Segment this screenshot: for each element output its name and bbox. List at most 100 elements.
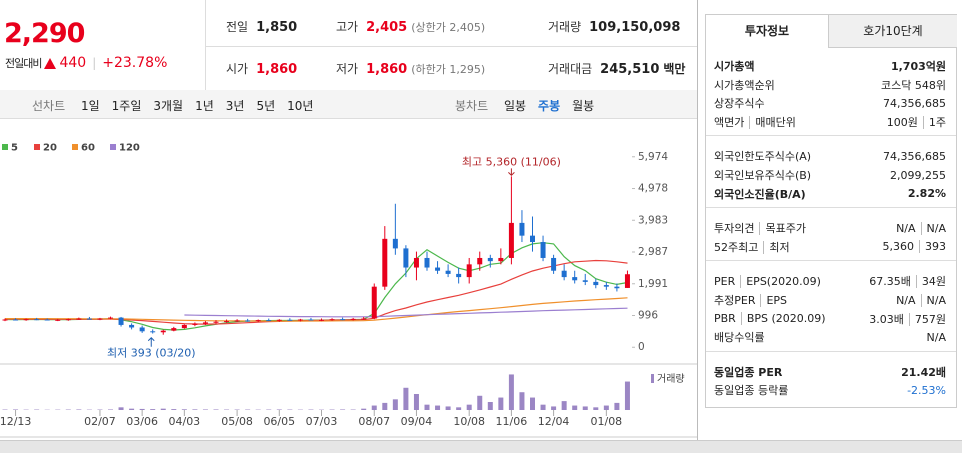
tab[interactable]: 호가10단계	[828, 15, 957, 48]
info-row: 외국인한도주식수(A) 74,356,685	[714, 147, 946, 165]
candle-body	[319, 319, 324, 321]
summary-cell: 고가 2,405 (상한가 2,405)	[336, 18, 485, 35]
change-value: 440	[59, 55, 87, 71]
volume-bar	[540, 404, 546, 410]
candle-body	[171, 328, 177, 331]
candle-body	[477, 257, 483, 265]
y-tick-label: 1,991	[638, 278, 668, 290]
candle-body	[445, 270, 451, 274]
period-button[interactable]: 1일	[80, 99, 100, 113]
volume-bar	[561, 401, 567, 410]
candle-period-button[interactable]: 주봉	[538, 99, 561, 113]
volume-bar	[160, 408, 166, 410]
info-values: -2.53%	[907, 384, 946, 397]
info-values: 1,703억원	[891, 58, 946, 74]
info-values: N/A	[927, 331, 946, 344]
x-tick-label: 06/05	[263, 415, 295, 428]
volume-bar	[413, 394, 419, 410]
volume-bar	[13, 409, 19, 410]
candle-period-button[interactable]: 월봉	[572, 99, 595, 113]
info-label: 최저	[763, 240, 790, 254]
info-value: 34원	[915, 275, 946, 289]
x-tick-label: 02/07	[84, 415, 116, 428]
info-value: 100원	[886, 115, 918, 129]
volume-bar	[129, 408, 135, 410]
info-row: 52주최고 최저 5,360 393	[714, 238, 946, 256]
candle-body	[508, 222, 514, 258]
change-label: 전일대비	[5, 57, 42, 70]
high-arrow	[508, 168, 515, 177]
candle-body	[13, 319, 19, 321]
legend-label: 20	[43, 143, 57, 154]
candle-body	[361, 318, 367, 320]
change-pct: +23.78%	[102, 55, 168, 71]
info-row: PER EPS(2020.09) 67.35배 34원	[714, 272, 946, 290]
summary-label: 고가	[336, 20, 359, 34]
info-panel: 투자정보 호가10단계 시가총액 1,703억원 시가총액순위 코스닥 548위 상장주식수…	[705, 14, 957, 408]
info-label: 투자의견	[714, 222, 755, 236]
volume-bar	[340, 409, 346, 410]
info-value: 5,360	[882, 240, 915, 254]
y-tick-label: 5,974	[638, 151, 668, 163]
volume-bar	[498, 397, 504, 410]
candle-body	[213, 321, 219, 323]
candle-body	[55, 319, 61, 321]
info-labels: 상장주식수	[714, 95, 765, 111]
candle-body	[181, 324, 187, 329]
candle-body	[392, 238, 398, 249]
volume-bar	[477, 395, 483, 410]
candle-body	[487, 257, 493, 262]
candle-body	[530, 235, 535, 243]
tab[interactable]: 투자정보	[706, 15, 828, 47]
info-values: 코스닥 548위	[881, 77, 946, 93]
candle-body	[34, 319, 40, 321]
volume-bar	[202, 409, 208, 410]
candle-body	[340, 319, 346, 321]
summary-value: 1,860	[256, 62, 298, 77]
volume-bar	[435, 405, 441, 410]
period-button[interactable]: 5년	[256, 99, 276, 113]
candle-body	[86, 318, 92, 320]
period-button[interactable]: 3개월	[153, 99, 184, 113]
candle-body	[23, 319, 29, 321]
volume-bar	[624, 381, 630, 410]
candle-period-button[interactable]: 일봉	[503, 99, 527, 113]
x-tick-label: 05/08	[221, 415, 253, 428]
volume-label: 거래량	[657, 373, 685, 385]
info-labels: 시가총액순위	[714, 77, 775, 93]
summary-label: 전일	[226, 20, 249, 34]
info-value: 1주	[922, 115, 946, 129]
period-button[interactable]: 1주일	[111, 99, 142, 113]
candle-body	[76, 318, 82, 320]
separator: |	[92, 56, 97, 70]
candle-body	[540, 242, 546, 258]
moving-average-line	[5, 259, 628, 325]
period-button[interactable]: 10년	[287, 99, 314, 113]
scrollbar	[0, 440, 962, 453]
info-label: 배당수익률	[714, 331, 765, 345]
group-divider	[706, 350, 956, 352]
info-label: PER	[714, 274, 736, 288]
divider	[205, 0, 206, 90]
volume-bar	[150, 409, 156, 410]
volume-bar	[603, 405, 609, 410]
moving-average-line	[5, 297, 628, 322]
info-row: 추정PER EPS N/A N/A	[714, 291, 946, 309]
info-label: 상장주식수	[714, 97, 765, 111]
info-row: 상장주식수 74,356,685	[714, 94, 946, 112]
info-labels: 외국인소진율(B/A)	[714, 186, 806, 202]
info-value: 393	[919, 240, 946, 254]
x-tick-label: 01/08	[590, 415, 622, 428]
period-button[interactable]: 3년	[225, 99, 245, 113]
volume-bar	[361, 408, 367, 410]
info-value: 1,703억원	[890, 60, 946, 73]
candle-body	[582, 280, 588, 282]
y-tick-label: 996	[638, 309, 658, 321]
info-label: BPS (2020.09)	[740, 312, 826, 326]
candle-body	[139, 327, 145, 332]
period-button[interactable]: 1년	[195, 99, 214, 113]
info-values: 5,360 393	[882, 240, 946, 254]
info-labels: 동일업종 등락률	[714, 382, 788, 398]
info-values: N/A N/A	[896, 293, 946, 307]
